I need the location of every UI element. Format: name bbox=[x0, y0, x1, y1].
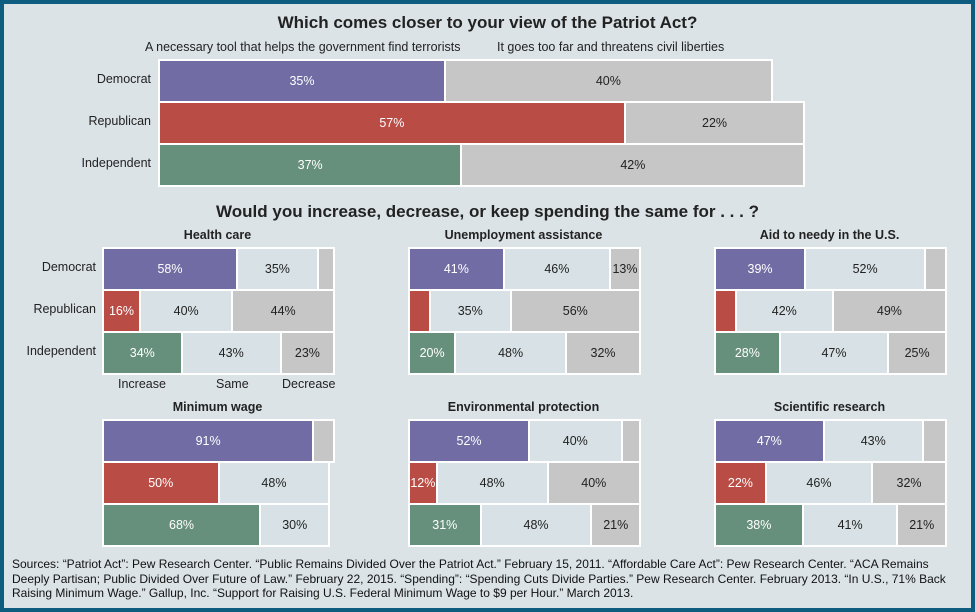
panel-title-unemployment-assistance: Unemployment assistance bbox=[444, 228, 603, 242]
legend-decrease: Decrease bbox=[282, 377, 336, 391]
bar-aid-to-needy-in-the-u-s-republican-decrease: 49% bbox=[831, 289, 947, 333]
patriot-act-title: Which comes closer to your view of the P… bbox=[277, 13, 698, 32]
bar-scientific-research-republican-same: 46% bbox=[764, 461, 874, 505]
bar-scientific-research-independent-decrease: 21% bbox=[896, 503, 947, 547]
bar-aid-to-needy-in-the-u-s-independent-decrease: 25% bbox=[887, 331, 947, 375]
bar-scientific-research-democrat-increase: 47% bbox=[714, 419, 825, 463]
bar-republican-too-far: 22% bbox=[623, 101, 806, 145]
bar-minimum-wage-republican-same: 48% bbox=[217, 461, 331, 505]
bar-health-care-democrat-same: 35% bbox=[235, 247, 319, 291]
bar-scientific-research-republican-increase: 22% bbox=[714, 461, 767, 505]
bar-aid-to-needy-in-the-u-s-democrat-increase: 39% bbox=[714, 247, 807, 291]
bar-scientific-research-republican-decrease: 32% bbox=[871, 461, 947, 505]
spending-title: Would you increase, decrease, or keep sp… bbox=[216, 202, 759, 221]
bar-scientific-research-independent-increase: 38% bbox=[714, 503, 804, 547]
bar-aid-to-needy-in-the-u-s-democrat-decrease bbox=[924, 247, 947, 291]
bar-health-care-democrat-increase: 58% bbox=[102, 247, 238, 291]
bar-unemployment-assistance-republican-same: 35% bbox=[428, 289, 512, 333]
bar-aid-to-needy-in-the-u-s-republican-increase bbox=[714, 289, 737, 333]
panel-row-label-republican: Republican bbox=[33, 302, 96, 316]
bar-democrat-necessary: 35% bbox=[158, 59, 446, 103]
bar-environmental-protection-democrat-same: 40% bbox=[528, 419, 623, 463]
bar-unemployment-assistance-independent-decrease: 32% bbox=[565, 331, 641, 375]
bar-health-care-independent-same: 43% bbox=[180, 331, 282, 375]
bar-unemployment-assistance-independent-increase: 20% bbox=[408, 331, 457, 375]
bar-minimum-wage-independent-same: 30% bbox=[259, 503, 331, 547]
bar-environmental-protection-independent-decrease: 21% bbox=[590, 503, 641, 547]
bar-aid-to-needy-in-the-u-s-republican-same: 42% bbox=[734, 289, 834, 333]
legend-necessary-tool: A necessary tool that helps the governme… bbox=[145, 40, 461, 54]
legend-goes-too-far: It goes too far and threatens civil libe… bbox=[497, 40, 725, 54]
bar-unemployment-assistance-independent-same: 48% bbox=[454, 331, 568, 375]
panel-row-label-democrat: Democrat bbox=[41, 260, 96, 274]
bar-unemployment-assistance-democrat-decrease: 13% bbox=[608, 247, 641, 291]
bar-environmental-protection-republican-same: 48% bbox=[435, 461, 549, 505]
bar-aid-to-needy-in-the-u-s-democrat-same: 52% bbox=[804, 247, 927, 291]
bar-scientific-research-democrat-decrease bbox=[921, 419, 947, 463]
bar-aid-to-needy-in-the-u-s-independent-increase: 28% bbox=[714, 331, 781, 375]
bar-unemployment-assistance-republican-increase bbox=[408, 289, 431, 333]
bar-health-care-independent-increase: 34% bbox=[102, 331, 183, 375]
bar-aid-to-needy-in-the-u-s-independent-same: 47% bbox=[778, 331, 890, 375]
panel-title-environmental-protection: Environmental protection bbox=[447, 400, 600, 414]
row-label-republican: Republican bbox=[88, 114, 151, 128]
bar-health-care-republican-increase: 16% bbox=[102, 289, 141, 333]
bar-health-care-democrat-decrease bbox=[316, 247, 335, 291]
bar-minimum-wage-independent-increase: 68% bbox=[102, 503, 262, 547]
bar-health-care-independent-decrease: 23% bbox=[279, 331, 335, 375]
bar-minimum-wage-republican-increase: 50% bbox=[102, 461, 220, 505]
row-label-independent: Independent bbox=[81, 156, 151, 170]
bar-unemployment-assistance-democrat-increase: 41% bbox=[408, 247, 505, 291]
bar-health-care-republican-same: 40% bbox=[138, 289, 234, 333]
panel-title-scientific-research: Scientific research bbox=[773, 400, 886, 414]
bar-unemployment-assistance-democrat-same: 46% bbox=[502, 247, 611, 291]
sources-note: Sources: “Patriot Act”: Pew Research Cen… bbox=[12, 557, 946, 600]
bar-democrat-too-far: 40% bbox=[443, 59, 773, 103]
row-label-democrat: Democrat bbox=[96, 72, 151, 86]
bar-environmental-protection-republican-increase: 12% bbox=[408, 461, 438, 505]
bar-minimum-wage-democrat-decrease bbox=[312, 419, 335, 463]
bar-environmental-protection-republican-decrease: 40% bbox=[546, 461, 641, 505]
bar-minimum-wage-democrat-increase: 91% bbox=[102, 419, 315, 463]
bar-health-care-republican-decrease: 44% bbox=[231, 289, 335, 333]
bar-environmental-protection-independent-increase: 31% bbox=[408, 503, 482, 547]
panel-title-minimum-wage: Minimum wage bbox=[172, 400, 263, 414]
bar-independent-too-far: 42% bbox=[460, 143, 806, 187]
bar-independent-necessary: 37% bbox=[158, 143, 463, 187]
bar-republican-necessary: 57% bbox=[158, 101, 626, 145]
panel-row-label-independent: Independent bbox=[26, 344, 96, 358]
bar-environmental-protection-democrat-decrease bbox=[620, 419, 641, 463]
bar-scientific-research-independent-same: 41% bbox=[801, 503, 899, 547]
bar-environmental-protection-democrat-increase: 52% bbox=[408, 419, 531, 463]
bar-unemployment-assistance-republican-decrease: 56% bbox=[509, 289, 641, 333]
bar-scientific-research-democrat-same: 43% bbox=[822, 419, 924, 463]
legend-same: Same bbox=[216, 377, 249, 391]
panel-title-aid-to-needy-in-the-u-s: Aid to needy in the U.S. bbox=[759, 228, 900, 242]
bar-environmental-protection-independent-same: 48% bbox=[479, 503, 593, 547]
panel-title-health-care: Health care bbox=[183, 228, 252, 242]
legend-increase: Increase bbox=[118, 377, 166, 391]
